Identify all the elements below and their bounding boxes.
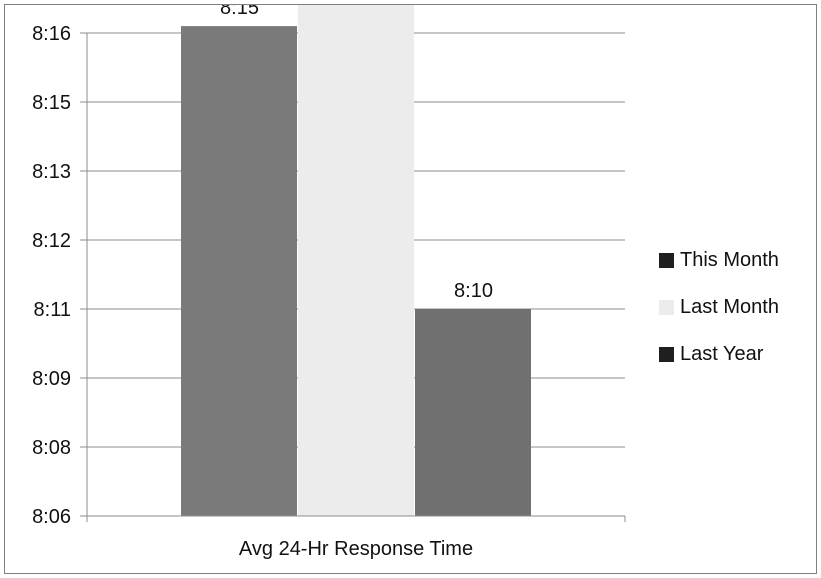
legend: This Month Last Month Last Year <box>659 237 779 378</box>
y-tick-label: 8:13 <box>32 161 71 183</box>
data-label: 8:10 <box>454 280 493 302</box>
y-tick-label: 8:12 <box>32 230 71 252</box>
legend-swatch <box>659 347 674 362</box>
legend-label: Last Month <box>680 296 779 318</box>
y-tick-label: 8:09 <box>32 368 71 390</box>
legend-item: Last Month <box>659 284 779 331</box>
bar-last-year <box>415 309 531 516</box>
legend-swatch <box>659 253 674 268</box>
legend-swatch <box>659 300 674 315</box>
bar-this-month <box>181 26 297 516</box>
legend-label: This Month <box>680 249 779 271</box>
bar-chart: 8:068:088:098:118:128:138:158:168:158:16… <box>32 5 626 560</box>
legend-item: Last Year <box>659 331 779 378</box>
legend-label: Last Year <box>680 343 764 365</box>
legend-item: This Month <box>659 237 779 284</box>
y-tick-label: 8:08 <box>32 437 71 459</box>
y-tick-label: 8:16 <box>32 23 71 45</box>
chart-area: 8:068:088:098:118:128:138:158:168:158:16… <box>4 4 817 574</box>
y-tick-label: 8:06 <box>32 506 71 528</box>
y-tick-label: 8:15 <box>32 92 71 114</box>
x-category-label: Avg 24-Hr Response Time <box>239 538 473 560</box>
data-label: 8:15 <box>220 5 259 19</box>
bar-last-month <box>298 5 414 516</box>
y-tick-label: 8:11 <box>34 299 71 321</box>
